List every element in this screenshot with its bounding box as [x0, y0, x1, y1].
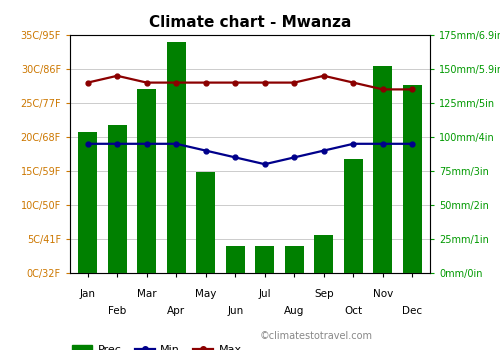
Bar [226, 246, 245, 273]
Text: Mar: Mar [137, 289, 156, 299]
Text: Dec: Dec [402, 306, 422, 316]
Text: Jun: Jun [227, 306, 244, 316]
Bar [402, 85, 422, 273]
Bar [108, 125, 127, 273]
Bar [344, 159, 363, 273]
Text: Nov: Nov [372, 289, 393, 299]
Legend: Prec, Min, Max: Prec, Min, Max [72, 345, 242, 350]
Text: Oct: Oct [344, 306, 362, 316]
Text: Jan: Jan [80, 289, 96, 299]
Bar [78, 132, 98, 273]
Bar [314, 235, 334, 273]
Text: Aug: Aug [284, 306, 304, 316]
Bar [284, 246, 304, 273]
Text: Jul: Jul [258, 289, 271, 299]
Text: ©climatestotravel.com: ©climatestotravel.com [260, 331, 373, 341]
Title: Climate chart - Mwanza: Climate chart - Mwanza [149, 15, 351, 30]
Text: Feb: Feb [108, 306, 126, 316]
Bar [255, 246, 274, 273]
Text: Apr: Apr [167, 306, 186, 316]
Text: Sep: Sep [314, 289, 334, 299]
Bar [196, 172, 216, 273]
Text: May: May [195, 289, 216, 299]
Bar [137, 89, 156, 273]
Bar [166, 42, 186, 273]
Bar [373, 66, 392, 273]
